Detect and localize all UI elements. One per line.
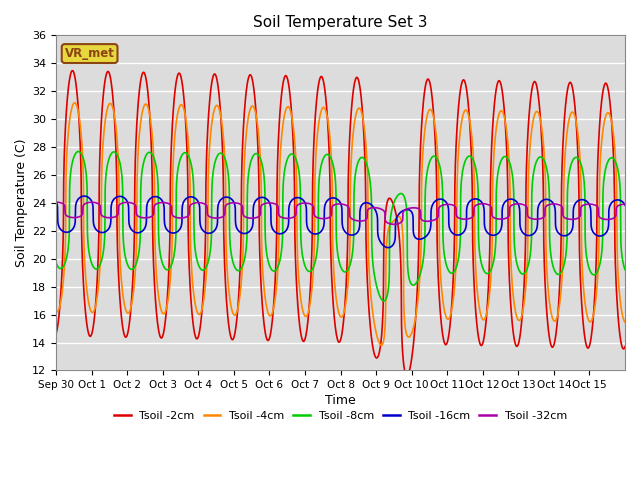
Tsoil -32cm — [52, 199, 60, 205]
Legend: Tsoil -2cm, Tsoil -4cm, Tsoil -8cm, Tsoil -16cm, Tsoil -32cm: Tsoil -2cm, Tsoil -4cm, Tsoil -8cm, Tsoi… — [109, 406, 572, 425]
Tsoil -2cm — [473, 321, 481, 327]
Title: Soil Temperature Set 3: Soil Temperature Set 3 — [253, 15, 428, 30]
Tsoil -2cm — [498, 86, 506, 92]
Tsoil -16cm — [621, 202, 629, 208]
Tsoil -4cm — [621, 319, 629, 325]
Tsoil -2cm — [490, 113, 497, 119]
Tsoil -32cm — [150, 204, 158, 210]
Line: Tsoil -4cm: Tsoil -4cm — [56, 103, 625, 345]
X-axis label: Time: Time — [325, 394, 356, 408]
Tsoil -32cm — [490, 214, 497, 220]
Tsoil -2cm — [432, 151, 440, 157]
Tsoil -4cm — [52, 309, 60, 314]
Tsoil -32cm — [390, 221, 398, 227]
Tsoil -2cm — [621, 344, 629, 349]
Tsoil -16cm — [81, 193, 88, 199]
Tsoil -8cm — [432, 154, 440, 160]
Tsoil -4cm — [71, 100, 79, 106]
Tsoil -8cm — [473, 172, 481, 178]
Tsoil -32cm — [420, 218, 428, 224]
Tsoil -2cm — [403, 372, 411, 378]
Tsoil -8cm — [52, 260, 60, 266]
Tsoil -16cm — [150, 194, 158, 200]
Tsoil -4cm — [498, 108, 506, 114]
Line: Tsoil -2cm: Tsoil -2cm — [56, 71, 625, 375]
Tsoil -16cm — [473, 196, 481, 202]
Text: VR_met: VR_met — [65, 47, 115, 60]
Tsoil -16cm — [498, 222, 506, 228]
Tsoil -32cm — [498, 216, 506, 222]
Tsoil -16cm — [432, 198, 440, 204]
Tsoil -8cm — [621, 267, 629, 273]
Line: Tsoil -16cm: Tsoil -16cm — [56, 196, 625, 248]
Tsoil -16cm — [52, 198, 60, 204]
Tsoil -8cm — [380, 298, 388, 304]
Tsoil -4cm — [378, 342, 385, 348]
Tsoil -2cm — [68, 68, 76, 73]
Tsoil -16cm — [385, 245, 392, 251]
Tsoil -4cm — [420, 131, 428, 137]
Tsoil -2cm — [420, 90, 428, 96]
Tsoil -2cm — [52, 330, 60, 336]
Tsoil -16cm — [420, 235, 428, 240]
Tsoil -4cm — [432, 129, 440, 134]
Line: Tsoil -32cm: Tsoil -32cm — [56, 202, 625, 224]
Tsoil -8cm — [74, 149, 82, 155]
Tsoil -4cm — [490, 160, 497, 166]
Line: Tsoil -8cm: Tsoil -8cm — [56, 152, 625, 301]
Y-axis label: Soil Temperature (C): Soil Temperature (C) — [15, 139, 28, 267]
Tsoil -4cm — [150, 169, 158, 175]
Tsoil -4cm — [473, 283, 481, 288]
Tsoil -32cm — [621, 201, 629, 207]
Tsoil -32cm — [473, 202, 481, 208]
Tsoil -8cm — [498, 156, 506, 162]
Tsoil -32cm — [432, 216, 440, 222]
Tsoil -8cm — [150, 156, 158, 162]
Tsoil -8cm — [420, 246, 428, 252]
Tsoil -2cm — [150, 276, 158, 282]
Tsoil -8cm — [490, 259, 497, 265]
Tsoil -16cm — [490, 232, 497, 238]
